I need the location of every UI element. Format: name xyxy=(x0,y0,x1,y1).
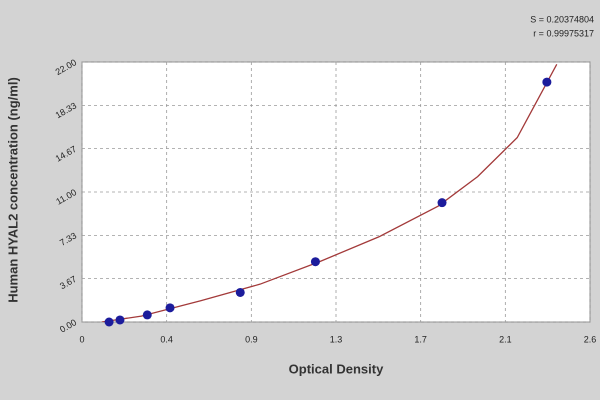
x-tick-label: 0.4 xyxy=(160,334,173,344)
x-tick-label: 0.9 xyxy=(245,334,258,344)
y-axis-title: Human HYAL2 concentration (ng/ml) xyxy=(5,77,20,303)
data-point xyxy=(104,317,114,327)
data-point xyxy=(115,315,125,325)
data-point xyxy=(310,257,320,267)
data-point xyxy=(165,303,175,313)
data-point xyxy=(542,77,552,87)
data-point xyxy=(235,287,245,297)
x-tick-label: 2.1 xyxy=(499,334,512,344)
annotation: r = 0.99975317 xyxy=(533,28,594,38)
x-axis-title: Optical Density xyxy=(289,361,384,376)
x-tick-label: 2.6 xyxy=(584,334,597,344)
annotation: S = 0.20374804 xyxy=(530,14,594,24)
x-tick-label: 0 xyxy=(79,334,84,344)
x-tick-label: 1.7 xyxy=(414,334,427,344)
data-point xyxy=(142,310,152,320)
x-tick-label: 1.3 xyxy=(330,334,343,344)
data-point xyxy=(437,198,447,208)
